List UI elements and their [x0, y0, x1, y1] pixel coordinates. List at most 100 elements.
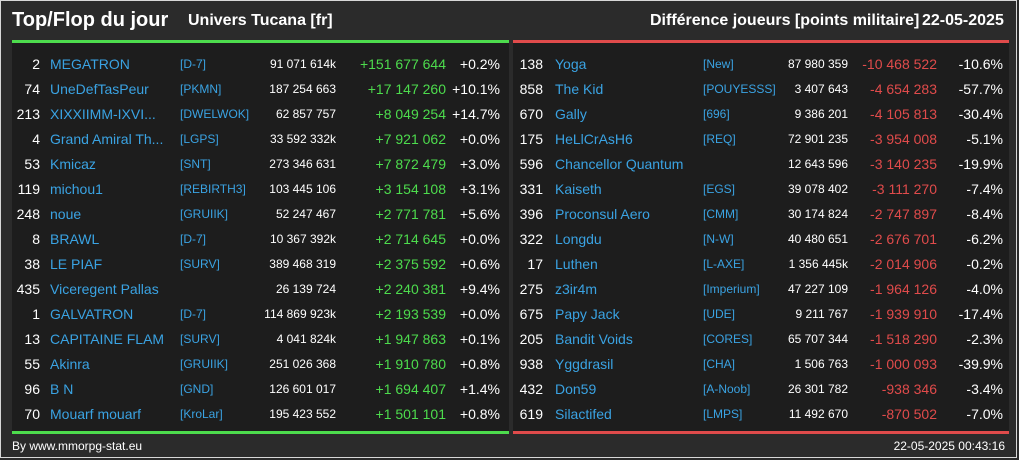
table-row: 175 HeLlCrAsH6 [REQ] 72 901 235 -3 954 008 -5… — [513, 127, 1009, 152]
alliance-tag-link[interactable]: [EGS] — [703, 182, 736, 196]
alliance-tag-link[interactable]: [SNT] — [180, 157, 211, 171]
alliance-tag-link[interactable]: [REBIRTH3] — [180, 182, 246, 196]
table-row: 8 BRAWL [D-7] 10 367 392k +2 714 645 +0.0% — [12, 227, 509, 252]
table-row: 13 CAPITAINE FLAM [SURV] 4 041 824k +1 947 8… — [12, 327, 509, 352]
percent-change: +0.8% — [459, 406, 500, 422]
player-rank: 213 — [16, 106, 40, 122]
alliance-tag-link[interactable]: [KroLar] — [180, 407, 223, 421]
player-name-link[interactable]: Chancellor Quantum — [555, 156, 684, 172]
player-rank: 53 — [24, 156, 40, 172]
player-name-link[interactable]: Silactifed — [555, 406, 612, 422]
player-rank: 38 — [24, 256, 40, 272]
percent-change: -5.1% — [966, 131, 1003, 147]
top-players-table: 2 MEGATRON [D-7] 91 071 614k +151 677 644 +0.… — [12, 40, 509, 434]
player-points: 26 139 724 — [275, 282, 336, 296]
player-name-link[interactable]: Don59 — [555, 381, 597, 397]
alliance-tag-link[interactable]: [CORES] — [703, 332, 753, 346]
player-name-link[interactable]: Akinra — [50, 356, 90, 372]
percent-change: -6.2% — [966, 231, 1003, 247]
alliance-tag-link[interactable]: [CHA] — [703, 357, 736, 371]
points-difference: -4 105 813 — [870, 106, 937, 122]
player-name-link[interactable]: Mouarf mouarf — [50, 406, 142, 422]
header: Top/Flop du jour Univers Tucana [fr] Dif… — [1, 1, 1019, 41]
player-name-link[interactable]: UneDefTasPeur — [50, 81, 149, 97]
player-points: 65 707 344 — [787, 332, 848, 346]
percent-change: +1.4% — [459, 381, 500, 397]
player-rank: 596 — [519, 156, 543, 172]
alliance-tag-link[interactable]: [SURV] — [180, 332, 220, 346]
points-difference: -4 654 283 — [870, 81, 937, 97]
player-points: 195 423 552 — [269, 407, 336, 421]
player-points: 30 174 824 — [787, 207, 848, 221]
alliance-tag-link[interactable]: [DWELWOK] — [180, 107, 250, 121]
points-difference: -10 468 522 — [862, 56, 937, 72]
points-difference: -938 346 — [881, 381, 937, 397]
table-row: 138 Yoga [New] 87 980 359 -10 468 522 -10.6% — [513, 52, 1009, 77]
player-rank: 322 — [519, 231, 543, 247]
alliance-tag-link[interactable]: [CMM] — [703, 207, 739, 221]
player-rank: 70 — [24, 406, 40, 422]
player-name-link[interactable]: noue — [50, 206, 82, 222]
player-name-link[interactable]: Yggdrasil — [555, 356, 614, 372]
player-name-link[interactable]: GALVATRON — [50, 306, 134, 322]
points-difference: +8 049 254 — [375, 106, 446, 122]
alliance-tag-link[interactable]: [GND] — [180, 382, 214, 396]
alliance-tag-link[interactable]: [696] — [703, 107, 730, 121]
points-difference: -1 000 093 — [870, 356, 937, 372]
percent-change: +0.6% — [459, 256, 500, 272]
player-name-link[interactable]: Longdu — [555, 231, 602, 247]
alliance-tag-link[interactable]: [D-7] — [180, 232, 207, 246]
player-name-link[interactable]: Grand Amiral Th... — [50, 131, 164, 147]
player-rank: 8 — [32, 231, 40, 247]
alliance-tag-link[interactable]: [Imperium] — [703, 282, 760, 296]
alliance-tag-link[interactable]: [PKMN] — [180, 82, 222, 96]
alliance-tag-link[interactable]: [L-AXE] — [703, 257, 745, 271]
player-name-link[interactable]: Papy Jack — [555, 306, 620, 322]
alliance-tag-link[interactable]: [A-Noob] — [703, 382, 751, 396]
alliance-tag-link[interactable]: [REQ] — [703, 132, 736, 146]
table-row: 248 noue [GRUIIK] 52 247 467 +2 771 781 +5.6% — [12, 202, 509, 227]
player-name-link[interactable]: LE PIAF — [50, 256, 103, 272]
player-name-link[interactable]: Gally — [555, 106, 587, 122]
table-row: 213 XIXXIIMM-IXVI... [DWELWOK] 62 857 757 +8… — [12, 102, 509, 127]
alliance-tag-link[interactable]: [UDE] — [703, 307, 736, 321]
alliance-tag-link[interactable]: [LMPS] — [703, 407, 743, 421]
table-row: 670 Gally [696] 9 386 201 -4 105 813 -30.4% — [513, 102, 1009, 127]
alliance-tag-link[interactable]: [POUYESSS] — [703, 82, 776, 96]
alliance-tag-link[interactable]: [SURV] — [180, 257, 220, 271]
player-name-link[interactable]: Yoga — [555, 56, 587, 72]
player-name-link[interactable]: The Kid — [555, 81, 604, 97]
player-name-link[interactable]: z3ir4m — [555, 281, 598, 297]
player-points: 251 026 368 — [269, 357, 336, 371]
table-row: 435 Viceregent Pallas 26 139 724 +2 240 381… — [12, 277, 509, 302]
player-rank: 13 — [24, 331, 40, 347]
player-name-link[interactable]: HeLlCrAsH6 — [555, 131, 633, 147]
alliance-tag-link[interactable]: [New] — [703, 57, 734, 71]
player-rank: 55 — [24, 356, 40, 372]
player-rank: 248 — [16, 206, 40, 222]
points-difference: +7 872 479 — [375, 156, 446, 172]
player-name-link[interactable]: Luthen — [555, 256, 598, 272]
player-name-link[interactable]: XIXXIIMM-IXVI... — [50, 106, 156, 122]
alliance-tag-link[interactable]: [D-7] — [180, 307, 207, 321]
player-name-link[interactable]: Kaiseth — [555, 181, 602, 197]
player-name-link[interactable]: Viceregent Pallas — [50, 281, 159, 297]
alliance-tag-link[interactable]: [GRUIIK] — [180, 357, 229, 371]
table-row: 322 Longdu [N-W] 40 480 651 -2 676 701 -6.2% — [513, 227, 1009, 252]
player-name-link[interactable]: michou1 — [50, 181, 103, 197]
player-name-link[interactable]: B N — [50, 381, 74, 397]
table-row: 74 UneDefTasPeur [PKMN] 187 254 663 +17 147 … — [12, 77, 509, 102]
points-difference: +1 501 101 — [375, 406, 446, 422]
alliance-tag-link[interactable]: [D-7] — [180, 57, 207, 71]
alliance-tag-link[interactable]: [GRUIIK] — [180, 207, 229, 221]
player-name-link[interactable]: Bandit Voids — [555, 331, 633, 347]
player-name-link[interactable]: CAPITAINE FLAM — [50, 331, 165, 347]
alliance-tag-link[interactable]: [LGPS] — [180, 132, 219, 146]
table-row: 38 LE PIAF [SURV] 389 468 319 +2 375 592 +0.6… — [12, 252, 509, 277]
player-name-link[interactable]: MEGATRON — [50, 56, 130, 72]
player-name-link[interactable]: BRAWL — [50, 231, 100, 247]
points-difference: -1 939 910 — [870, 306, 937, 322]
alliance-tag-link[interactable]: [N-W] — [703, 232, 734, 246]
player-name-link[interactable]: Kmicaz — [50, 156, 96, 172]
player-name-link[interactable]: Proconsul Aero — [555, 206, 650, 222]
